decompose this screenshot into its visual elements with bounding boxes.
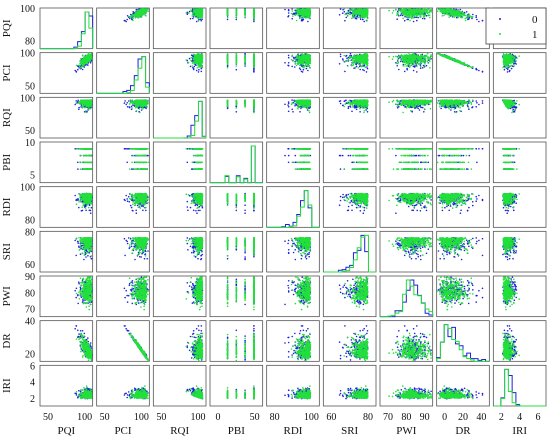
scatter-point [131,15,133,17]
scatter-point [193,10,195,12]
scatter-point [198,12,200,14]
scatter-point [201,18,203,20]
scatter-point [199,14,201,16]
scatter-point [186,12,188,14]
scatter-point [201,8,203,10]
scatter-point [126,19,128,21]
scatter-point [143,8,145,10]
scatter-point [195,12,197,14]
scatter-point [201,16,203,18]
scatter-point [199,16,201,18]
scatter-point [194,11,196,13]
scatter-point [132,18,134,20]
scatter-point [132,11,134,13]
scatter-point [141,16,143,18]
panel-pqi-vs-pbi [210,8,263,49]
scatter-point [132,20,134,22]
scatter-point [137,15,139,17]
scatter-point [147,10,149,12]
scatter-point [139,9,141,11]
scatter-point [127,15,129,17]
scatter-point [196,21,198,23]
scatter-point [201,11,203,13]
scatter-point [197,18,199,20]
scatter-point [125,21,127,23]
scatter-point [193,15,195,17]
scatter-point [142,11,144,13]
panels-layer [40,8,546,406]
scatter-point [196,9,198,11]
scatter-point [197,8,199,10]
scatter-point [135,16,137,18]
scatter-point [136,12,138,14]
scatter-point [192,18,194,20]
scatter-point [140,12,142,14]
scatter-point [130,16,132,18]
panel-pqi-vs-pci [97,8,150,49]
scatter-point [138,16,140,18]
scatter-point [190,18,192,20]
scatter-point [198,20,200,22]
scatter-point [188,12,190,14]
scatter-point [134,14,136,16]
scatter-point [189,11,191,13]
scatter-point [131,14,133,16]
scatter-point [190,9,192,11]
scatter-point [192,15,194,17]
scatter-point [147,8,149,10]
scatter-point [130,14,132,16]
scatter-point [145,15,147,17]
panel-pqi-vs-pqi [40,8,93,49]
scatter-point [140,14,142,16]
scatter-point [195,14,197,16]
scatter-point [227,19,229,21]
scatter-point [141,8,143,10]
panel-pqi-vs-rqi [153,8,206,49]
